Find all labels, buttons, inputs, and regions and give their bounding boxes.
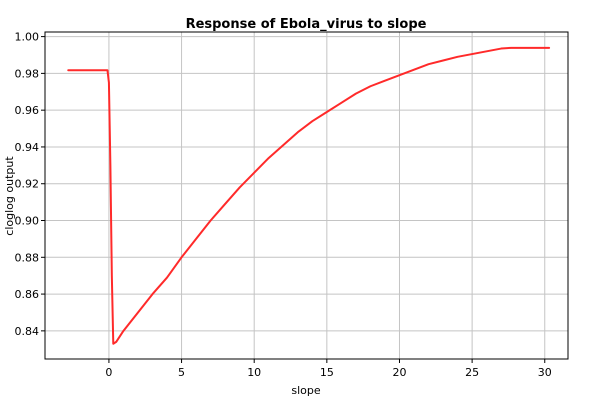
x-tick-label: 20	[392, 366, 406, 379]
x-tick-label: 15	[320, 366, 334, 379]
series-line	[67, 46, 551, 345]
y-tick-label: 0.96	[15, 104, 40, 117]
y-tick-label: 0.90	[15, 215, 40, 228]
y-tick-label: 0.92	[15, 178, 40, 191]
y-tick-label: 0.98	[15, 67, 40, 80]
axis-ticks: 0 5 10 15 20 25 30 0.84 0.86 0.88 0.90 0.92 0.94 0.96…	[15, 31, 552, 379]
x-axis-label: slope	[291, 384, 320, 397]
y-tick-label: 0.88	[15, 251, 40, 264]
x-tick-label: 30	[538, 366, 552, 379]
y-tick-label: 0.94	[15, 141, 40, 154]
y-tick-label: 0.86	[15, 288, 40, 301]
y-tick-label: 1.00	[15, 31, 40, 44]
plot-area	[44, 31, 569, 360]
x-tick-label: 0	[105, 366, 112, 379]
series-layer	[67, 46, 551, 345]
y-tick-label: 0.84	[15, 325, 40, 338]
x-tick-label: 25	[465, 366, 479, 379]
y-axis-label: cloglog output	[3, 156, 16, 236]
x-tick-label: 5	[178, 366, 185, 379]
x-tick-label: 10	[247, 366, 261, 379]
grid	[45, 32, 568, 359]
chart-title: Response of Ebola_virus to slope	[186, 17, 427, 32]
